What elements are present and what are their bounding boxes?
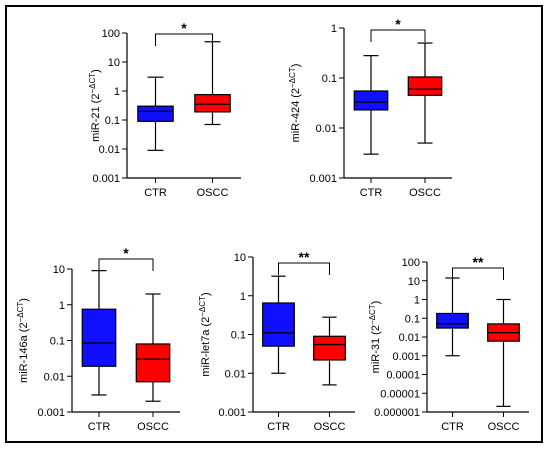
box-oscc bbox=[407, 76, 443, 96]
y-tick-label: 1 bbox=[414, 295, 420, 307]
significance-bracket bbox=[452, 267, 504, 280]
y-axis-label-sup: −ΔCT bbox=[368, 304, 377, 325]
y-tick-label: 1 bbox=[59, 300, 65, 312]
x-tick-label: CTR bbox=[88, 421, 111, 433]
panel-mir424: 0.001 0.01 0.1 1 miR-424 (2−ΔCT) CTR OSCC * bbox=[288, 16, 452, 199]
y-axis-label-close: ) bbox=[200, 292, 212, 296]
y-axis-label-close: ) bbox=[18, 298, 30, 302]
y-axis-label-close: ) bbox=[290, 64, 302, 68]
y-tick-label: 0.001 bbox=[92, 173, 120, 185]
box-ctr bbox=[137, 105, 174, 122]
x-tick-label: OSCC bbox=[488, 421, 520, 433]
box-ctr bbox=[353, 90, 389, 111]
box-ctr bbox=[81, 308, 117, 367]
y-tick-label: 1 bbox=[240, 291, 246, 303]
box-ctr bbox=[436, 312, 469, 329]
y-axis-label: miR-31 (2−ΔCT) bbox=[368, 301, 382, 374]
y-axis-label: miR-let7a (2−ΔCT) bbox=[198, 292, 212, 376]
y-axis-label-close: ) bbox=[370, 301, 382, 305]
y-axis-label: miR-424 (2−ΔCT) bbox=[288, 64, 302, 143]
y-axis-label-base: miR-424 (2 bbox=[290, 88, 302, 142]
box-oscc bbox=[135, 343, 171, 383]
significance-label: * bbox=[181, 20, 187, 36]
y-axis-label-base: miR-let7a (2 bbox=[200, 317, 212, 377]
panel-mir21: 0.001 0.01 0.1 1 10 100 miR-21 (2−ΔCT) CTR OSCC * bbox=[88, 20, 241, 199]
panel-mir31: 0.000001 0.00001 0.0001 0.001 0.01 0.1 1 10 100 m… bbox=[368, 254, 529, 433]
y-tick-label: 0.0001 bbox=[386, 370, 420, 382]
y-tick-label: 10 bbox=[408, 276, 420, 288]
y-tick-label: 0.1 bbox=[105, 115, 120, 127]
x-tick-label: CTR bbox=[144, 187, 167, 199]
significance-label: ** bbox=[299, 249, 310, 265]
y-tick-label: 0.000001 bbox=[374, 407, 420, 419]
y-tick-label: 0.1 bbox=[231, 330, 246, 342]
y-tick-label: 10 bbox=[108, 57, 120, 69]
y-tick-label: 0.00001 bbox=[380, 388, 420, 400]
y-tick-label: 0.01 bbox=[399, 332, 420, 344]
y-tick-label: 0.001 bbox=[218, 407, 246, 419]
panel-mir146a: 0.001 0.01 0.1 1 10 miR-146a (2−ΔCT) CTR OSCC * bbox=[16, 245, 180, 433]
y-axis-label-base: miR-31 (2 bbox=[370, 325, 382, 373]
significance-bracket bbox=[370, 29, 426, 42]
y-axis-label-base: miR-21 (2 bbox=[90, 94, 102, 142]
figure-frame: 0.001 0.01 0.1 1 10 100 miR-21 (2−ΔCT) CTR OSCC *… bbox=[5, 5, 543, 443]
y-axis-label-base: miR-146a (2 bbox=[18, 322, 30, 383]
y-axis-label: miR-21 (2−ΔCT) bbox=[88, 69, 102, 142]
y-tick-label: 0.01 bbox=[225, 368, 246, 380]
y-tick-label: 100 bbox=[102, 28, 120, 40]
y-tick-label: 0.001 bbox=[37, 407, 65, 419]
y-axis-label-sup: −ΔCT bbox=[88, 73, 97, 94]
y-axis-label: miR-146a (2−ΔCT) bbox=[16, 298, 30, 383]
y-tick-label: 0.001 bbox=[392, 351, 420, 363]
significance-bracket bbox=[278, 262, 330, 275]
y-tick-label: 1 bbox=[114, 86, 120, 98]
significance-label: ** bbox=[473, 254, 484, 270]
y-tick-label: 0.001 bbox=[309, 173, 337, 185]
y-tick-label: 0.01 bbox=[99, 144, 120, 156]
y-tick-label: 1 bbox=[331, 23, 337, 35]
y-tick-label: 10 bbox=[53, 264, 65, 276]
significance-label: * bbox=[123, 245, 129, 261]
y-axis-label-close: ) bbox=[90, 69, 102, 73]
box-ctr bbox=[262, 302, 295, 347]
box-oscc bbox=[194, 94, 231, 113]
y-tick-label: 0.1 bbox=[322, 73, 337, 85]
y-tick-label: 0.1 bbox=[405, 313, 420, 325]
y-axis-label-sup: −ΔCT bbox=[288, 67, 297, 88]
x-tick-label: OSCC bbox=[314, 421, 346, 433]
y-axis-label-sup: −ΔCT bbox=[198, 296, 207, 317]
box-oscc bbox=[313, 335, 346, 361]
x-tick-label: OSCC bbox=[137, 421, 169, 433]
significance-bracket bbox=[98, 258, 154, 271]
significance-bracket bbox=[155, 33, 213, 46]
y-tick-label: 0.1 bbox=[50, 336, 65, 348]
y-axis-label-sup: −ΔCT bbox=[16, 302, 25, 323]
significance-label: * bbox=[395, 16, 401, 32]
x-tick-label: CTR bbox=[267, 421, 290, 433]
y-tick-label: 0.01 bbox=[44, 371, 65, 383]
y-tick-label: 10 bbox=[234, 252, 246, 264]
x-tick-label: CTR bbox=[360, 187, 383, 199]
panel-mirlet7a: 0.001 0.01 0.1 1 10 miR-let7a (2−ΔCT) CTR OSCC *… bbox=[198, 249, 355, 433]
y-tick-label: 100 bbox=[402, 257, 420, 269]
x-tick-label: OSCC bbox=[197, 187, 229, 199]
x-tick-label: CTR bbox=[441, 421, 464, 433]
x-tick-label: OSCC bbox=[409, 187, 441, 199]
y-tick-label: 0.01 bbox=[316, 123, 337, 135]
